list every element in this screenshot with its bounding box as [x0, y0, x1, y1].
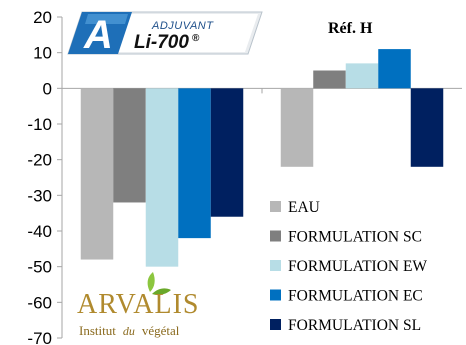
legend-label: FORMULATION EW: [288, 258, 427, 275]
bar-formulation-sl-0: [210, 88, 244, 217]
legend: EAU FORMULATION SC FORMULATION EW FORMULATI…: [270, 199, 427, 334]
y-tick-label: -20: [27, 151, 52, 170]
bar-formulation-ew-0: [145, 88, 179, 267]
y-tick-label: 10: [33, 44, 52, 63]
legend-label: FORMULATION SL: [288, 317, 421, 334]
logo-adjuvant-word: ADJUVANT: [151, 20, 214, 32]
y-tick-label: -70: [27, 329, 52, 345]
y-tick-label: -40: [27, 222, 52, 241]
legend-label: EAU: [288, 199, 320, 216]
category-label-ref-h: Réf. H: [328, 20, 373, 37]
legend-swatch: [270, 319, 281, 330]
y-tick-label: -50: [27, 258, 52, 277]
y-tick-label: -60: [27, 293, 52, 312]
adjuvant-li700-logo: A ADJUVANT Li-700 ®: [67, 11, 263, 57]
y-tick-labels: 20 10 0 -10 -20 -30 -40 -50 -60 -70: [27, 8, 52, 345]
arvalis-tagline: Institut du végétal: [79, 322, 180, 339]
y-tick-label: 0: [43, 79, 52, 98]
bar-formulation-ec-1: [378, 49, 411, 89]
arvalis-name: ARVALIS: [77, 289, 200, 320]
legend-label: FORMULATION EC: [288, 288, 423, 305]
bar-eau-1: [280, 88, 314, 167]
legend-swatch: [270, 230, 281, 242]
logo-product-name: Li-700 ®: [134, 32, 200, 53]
y-tick-label: -30: [27, 186, 52, 205]
arvalis-logo: ARVALIS Institut du végétal: [77, 272, 200, 339]
legend-swatch: [270, 289, 281, 301]
logo-letter: A: [83, 13, 113, 57]
bar-formulation-sc-0: [113, 88, 146, 203]
legend-swatch: [270, 201, 281, 212]
legend-label: FORMULATION SC: [288, 229, 422, 246]
bar-formulation-sl-1: [410, 88, 444, 167]
leaf-icon: [147, 272, 171, 295]
bar-formulation-sc-1: [313, 70, 346, 89]
legend-swatch: [270, 260, 281, 271]
bar-formulation-ew-1: [345, 63, 379, 89]
bar-eau-0: [80, 88, 114, 260]
chart-bars: [80, 49, 444, 267]
y-tick-label: -10: [27, 115, 52, 134]
bar-formulation-ec-0: [178, 88, 211, 239]
y-tick-label: 20: [33, 8, 52, 27]
